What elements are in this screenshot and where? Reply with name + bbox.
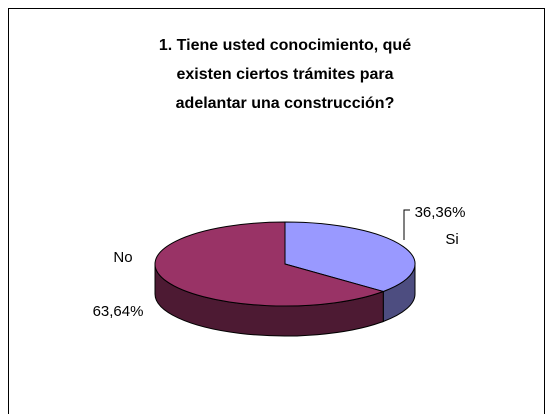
data-label: 36,36% bbox=[415, 204, 466, 221]
pie bbox=[154, 221, 416, 337]
pie-slice bbox=[154, 221, 385, 307]
category-label: No bbox=[113, 249, 132, 266]
chart-title: existen ciertos trámites para bbox=[177, 66, 394, 83]
chart-title: 1. Tiene usted conocimiento, qué bbox=[159, 37, 411, 54]
chart-title: adelantar una construcción? bbox=[176, 95, 395, 112]
chart-frame bbox=[8, 8, 545, 414]
pie-slice bbox=[284, 221, 416, 293]
data-label: 63,64% bbox=[93, 303, 144, 320]
leader-line bbox=[403, 209, 410, 240]
category-label: Si bbox=[445, 231, 458, 248]
